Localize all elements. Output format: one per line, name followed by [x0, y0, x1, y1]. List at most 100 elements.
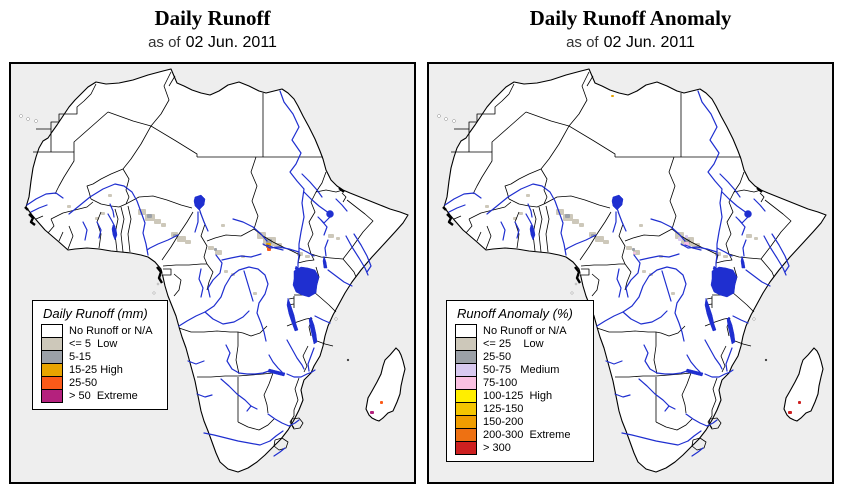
- legend-title: Runoff Anomaly (%): [457, 306, 573, 321]
- river: [704, 369, 734, 378]
- runoff-spot: [723, 255, 728, 258]
- legend-swatch: [41, 350, 63, 364]
- river: [268, 354, 283, 373]
- lake: [111, 224, 118, 241]
- country-border: [504, 168, 542, 200]
- country-border: [313, 291, 337, 313]
- country-border: [760, 258, 775, 278]
- country-border: [733, 189, 762, 193]
- island: [764, 358, 768, 362]
- country-border: [273, 437, 289, 451]
- river: [684, 244, 702, 251]
- madagascar-outline: [783, 347, 824, 422]
- legend-runoff-anomaly: Runoff Anomaly (%) No Runoff or N/A <= 25…: [446, 300, 594, 462]
- runoff-spot: [746, 234, 752, 238]
- legend-swatch: [41, 337, 63, 351]
- river: [301, 173, 323, 198]
- river: [196, 393, 213, 398]
- island: [437, 114, 441, 118]
- river: [668, 405, 676, 410]
- country-border: [655, 325, 686, 337]
- river: [220, 378, 252, 407]
- legend-label: 5-15: [69, 351, 92, 363]
- legend-label: 125-150: [483, 403, 524, 415]
- coastal-mark: [442, 206, 447, 211]
- country-border: [706, 297, 713, 300]
- country-border: [568, 71, 590, 127]
- legend-row: > 300: [447, 441, 593, 455]
- legend-swatch: [455, 441, 477, 455]
- river: [753, 198, 766, 212]
- coastal-mark: [446, 213, 454, 226]
- country-border: [197, 372, 274, 378]
- lake: [267, 368, 286, 377]
- legend-label: 25-50: [483, 351, 512, 363]
- country-border: [341, 192, 347, 203]
- runoff-spot: [685, 235, 688, 238]
- country-border: [237, 418, 275, 431]
- country-border: [580, 263, 625, 267]
- river: [324, 239, 329, 257]
- country-border: [468, 201, 512, 220]
- country-border: [453, 215, 462, 220]
- legend-row: 25-50: [447, 350, 593, 364]
- river: [335, 198, 348, 212]
- country-border: [127, 205, 132, 253]
- country-border: [86, 168, 124, 200]
- legend-swatch: [455, 376, 477, 390]
- country-border: [615, 372, 692, 378]
- river: [514, 221, 520, 239]
- country-border: [760, 199, 792, 260]
- runoff-spot: [485, 205, 489, 208]
- river: [314, 315, 331, 324]
- country-border: [653, 332, 658, 375]
- subtitle-prefix: as of: [148, 34, 181, 51]
- lake: [529, 224, 536, 241]
- runoff-spot: [632, 248, 635, 251]
- country-border: [107, 111, 152, 127]
- river: [771, 233, 790, 273]
- runoff-spot: [336, 237, 340, 240]
- river: [564, 234, 597, 251]
- runoff-spot: [639, 224, 643, 227]
- country-border: [681, 372, 692, 414]
- island: [152, 291, 156, 295]
- country-border: [342, 258, 357, 278]
- daily-runoff-map-panel: Daily Runoff (mm) No Runoff or N/A <= 5 L…: [9, 62, 416, 484]
- river: [68, 183, 149, 256]
- coastal-mark: [24, 206, 29, 211]
- legend-rows: No Runoff or N/A <= 25 Low 25-50 50-75 Medi…: [447, 324, 593, 455]
- country-border: [704, 317, 731, 327]
- country-border: [708, 417, 722, 430]
- country-border: [476, 231, 482, 242]
- runoff-spot: [215, 250, 222, 255]
- river: [704, 339, 723, 370]
- river: [198, 207, 209, 232]
- river: [732, 315, 749, 324]
- page-title: Daily Runoff: [154, 6, 271, 30]
- country-border: [485, 225, 492, 250]
- runoff-spot: [101, 212, 105, 215]
- river: [616, 207, 627, 232]
- runoff-spot: [67, 205, 71, 208]
- country-border: [720, 345, 727, 373]
- country-border: [691, 437, 707, 451]
- country-borders: [33, 71, 374, 451]
- rivers: [444, 90, 790, 457]
- river: [686, 354, 701, 373]
- country-border: [36, 83, 97, 130]
- country-border: [451, 151, 493, 195]
- river: [232, 218, 268, 242]
- map-date: 02 Jun. 2011: [185, 34, 277, 51]
- legend-row: > 50 Extreme: [33, 389, 167, 403]
- river: [96, 221, 102, 239]
- coastal-mark: [338, 187, 345, 193]
- runoff-spot: [208, 246, 214, 250]
- legend-label: <= 5 Low: [69, 338, 118, 350]
- map-subtitle: as of 02 Jun. 2011: [427, 34, 834, 52]
- runoff-spot: [798, 401, 801, 404]
- country-borders: [451, 71, 792, 451]
- lakes: [111, 194, 334, 377]
- country-border: [250, 156, 259, 230]
- country-border: [163, 268, 172, 276]
